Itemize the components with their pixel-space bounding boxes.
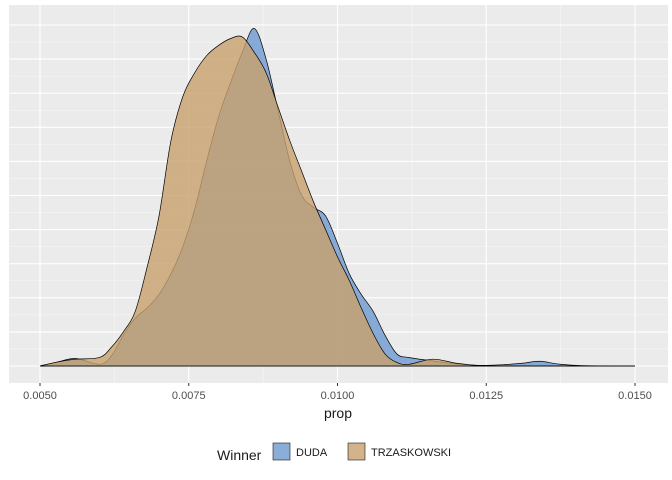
legend-title: Winner: [217, 447, 262, 463]
legend: Winner DUDA TRZASKOWSKI: [217, 442, 451, 463]
x-tick-label: 0.0125: [469, 390, 503, 402]
x-tick-label: 0.0050: [23, 390, 57, 402]
x-tick-label: 0.0075: [172, 390, 206, 402]
x-axis-tick-labels: 0.0050 0.0075 0.0100 0.0125 0.0150: [23, 390, 652, 402]
legend-key-trzaskowski: [347, 442, 366, 461]
legend-key-duda: [272, 442, 291, 461]
x-axis-ticks: [39, 383, 636, 386]
legend-label-trzaskowski: TRZASKOWSKI: [371, 447, 451, 459]
legend-label-duda: DUDA: [296, 447, 328, 459]
x-tick-label: 0.0100: [321, 390, 355, 402]
x-tick-label: 0.0150: [618, 390, 652, 402]
density-area-trzaskowski: [39, 35, 635, 367]
minor-gridlines: [9, 5, 668, 383]
density-areas: [39, 28, 636, 367]
x-axis-title: prop: [324, 405, 352, 421]
